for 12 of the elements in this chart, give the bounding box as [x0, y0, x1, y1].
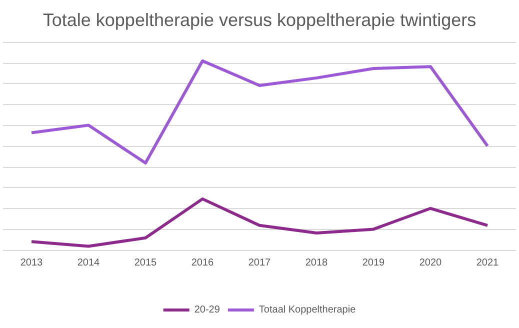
legend-label: 20-29	[194, 304, 220, 316]
chart-title: Totale koppeltherapie versus koppeltherapie twintigers	[42, 10, 476, 30]
x-tick-label: 2018	[305, 258, 328, 268]
x-tick-label: 2013	[20, 258, 44, 268]
x-tick-label: 2016	[191, 258, 214, 268]
x-tick-label: 2020	[419, 258, 442, 268]
legend-label: Totaal Koppeltherapie	[258, 304, 356, 316]
x-tick-label: 2019	[362, 258, 386, 268]
x-tick-label: 2015	[134, 258, 158, 268]
x-tick-label: 2021	[476, 258, 500, 268]
x-tick-label: 2017	[248, 258, 272, 268]
x-tick-label: 2014	[77, 258, 100, 268]
